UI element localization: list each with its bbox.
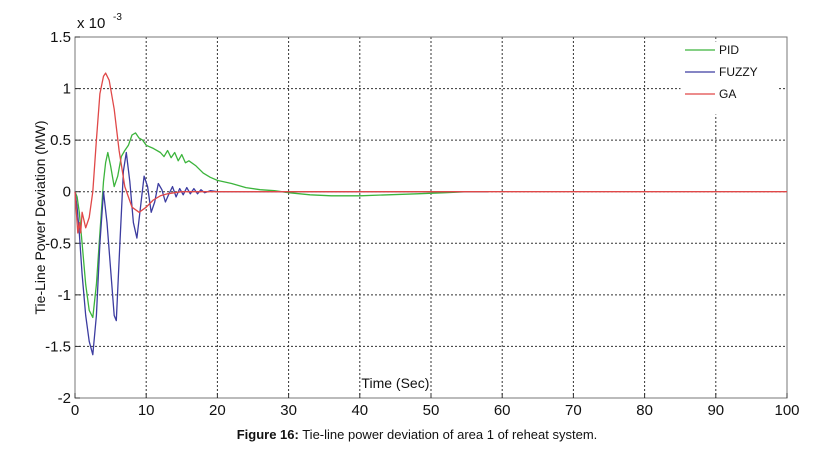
tick-layer: 0 10 20 30 40 50 60 70 80 90 100 -2 -1.5 -1 -0.5 0 0.5 1 1… [45,29,799,419]
x-tick-label: 80 [636,402,653,419]
caption-label: Figure 16: [236,427,299,442]
y-tick-label: 0.5 [50,132,71,149]
y-tick-label: 1.5 [50,29,71,46]
legend-label-pid: PID [719,43,739,57]
y-exponent-power: -3 [113,12,122,23]
x-tick-label: 20 [209,402,226,419]
x-tick-label: 50 [423,402,440,419]
x-tick-label: 40 [351,402,368,419]
x-tick-label: 60 [494,402,511,419]
y-tick-label: 0 [63,184,71,201]
series-line-ga [74,72,787,234]
x-tick-label: 0 [71,402,79,419]
y-exponent-label: x 10 [77,15,105,32]
x-tick-label: 100 [774,402,799,419]
legend: PID FUZZY GA [680,41,778,115]
series-line-pid [74,132,488,319]
y-tick-label: -2 [58,390,71,407]
y-tick-label: -0.5 [45,235,71,252]
figure-caption: Figure 16: Tie-line power deviation of a… [0,427,834,442]
legend-label-ga: GA [719,87,736,101]
y-tick-label: -1 [58,287,71,304]
caption-text: Tie-line power deviation of area 1 of re… [302,427,598,442]
x-tick-label: 10 [138,402,155,419]
legend-box [680,41,778,115]
x-tick-label: 70 [565,402,582,419]
x-tick-label: 30 [280,402,297,419]
x-axis-title: Time (Sec) [361,375,429,391]
y-axis-title: Tie-Line Power Deviation (MW) [32,121,48,315]
y-tick-label: 1 [63,81,71,98]
series-line-fuzzy [74,151,488,356]
legend-label-fuzzy: FUZZY [719,65,758,79]
grid-layer [75,37,787,398]
y-tick-label: -1.5 [45,338,71,355]
series-layer [74,72,787,356]
x-tick-label: 90 [707,402,724,419]
